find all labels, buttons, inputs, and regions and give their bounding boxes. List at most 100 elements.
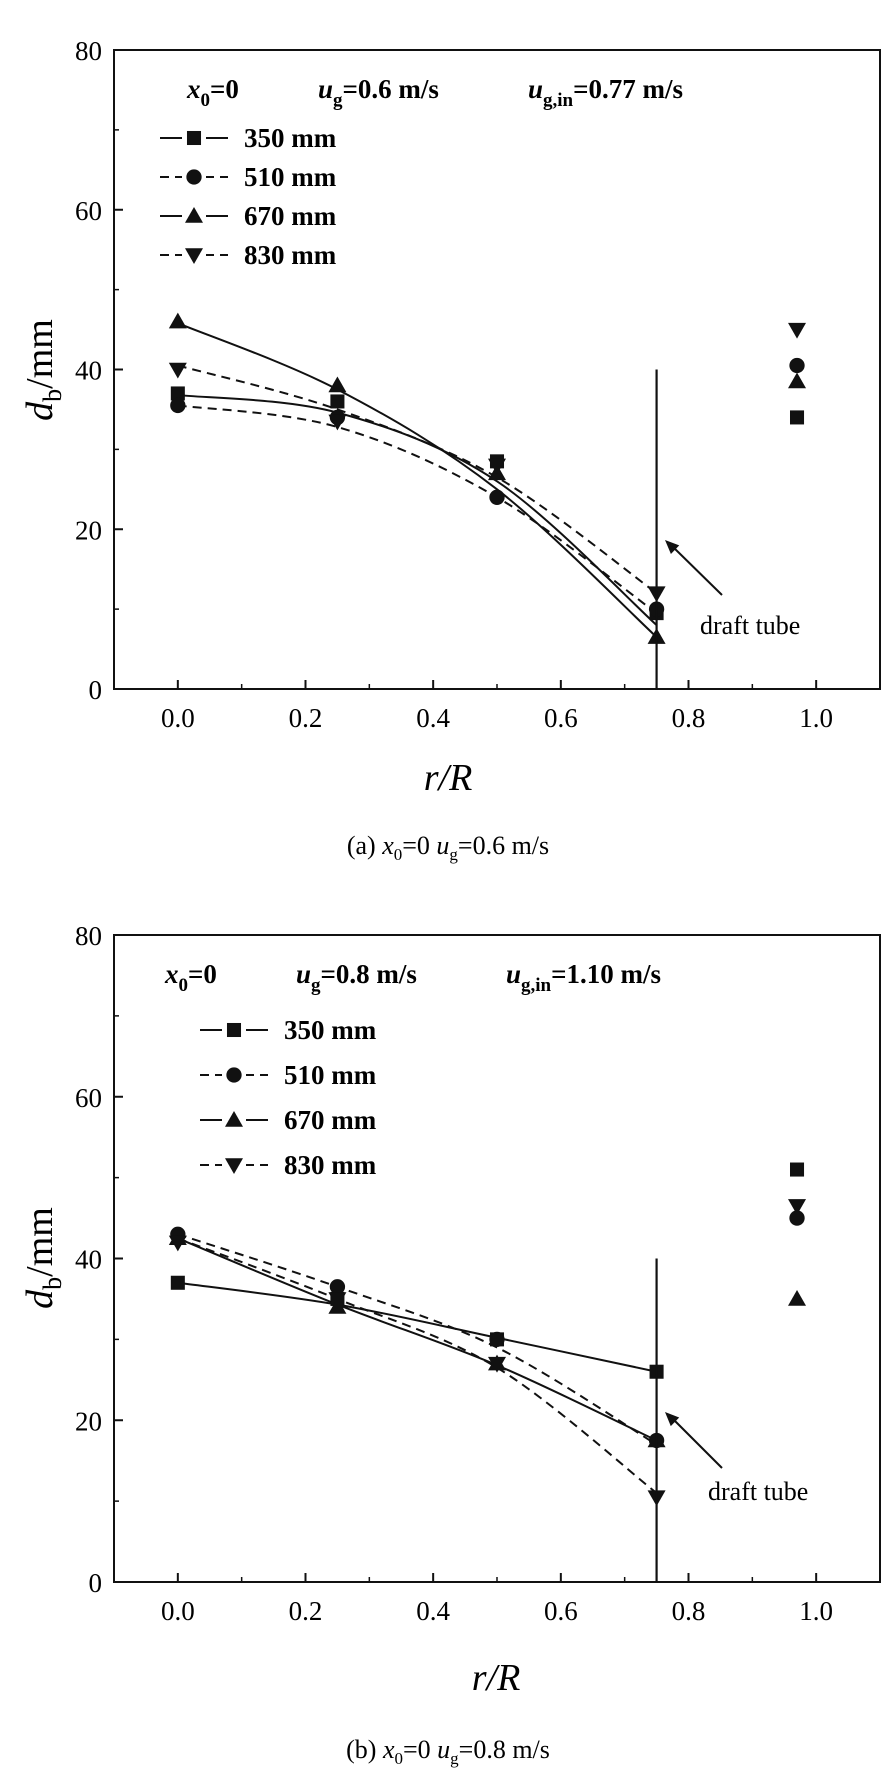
legend-marker: [225, 1158, 243, 1174]
x-tick-label: 0.8: [672, 703, 706, 733]
draft-tube-arrow-head: [665, 540, 680, 555]
draft-tube-b: draft tube: [655, 1258, 808, 1582]
legend-marker: [186, 169, 202, 185]
data-point-350-mm: [170, 1275, 185, 1290]
wall-point-350-mm: [789, 410, 805, 425]
wall-point-670-mm: [788, 372, 807, 389]
y-tick-label: 60: [75, 1083, 102, 1113]
y-tick-label: 20: [75, 1406, 102, 1436]
header-b-ug: ug=0.8 m/s: [296, 959, 417, 996]
data-point-510-mm: [489, 1331, 505, 1348]
data-point-350-mm: [170, 386, 185, 401]
legend-a: 350 mm 510 mm 670 mm 830 mm: [160, 123, 337, 270]
legend-label: 510 mm: [244, 162, 337, 192]
legend-label: 350 mm: [244, 123, 337, 153]
wall-point-510-mm: [789, 1210, 805, 1226]
legend-b: 350 mm 510 mm 670 mm 830 mm: [200, 1015, 377, 1180]
axis-ticks-b: 0.0 0.2 0.4 0.6 0.8 1.0 0 20 40 60 80: [75, 921, 881, 1626]
data-point-350-mm: [330, 394, 345, 409]
y-axis-label-a: db/mm: [19, 319, 67, 421]
header-b-ugin: ug,in=1.10 m/s: [506, 959, 661, 996]
caption-a: (a) x0=0 ug=0.6 m/s: [347, 831, 549, 864]
x-tick-label: 0.2: [289, 1596, 323, 1626]
x-tick-label: 0.6: [544, 703, 578, 733]
data-point-830-mm: [328, 1292, 347, 1308]
legend-label: 830 mm: [244, 240, 337, 270]
data-point-830-mm: [168, 1235, 187, 1252]
wall-point-350-mm: [789, 1162, 805, 1177]
draft-tube-arrow-head: [665, 1412, 680, 1427]
y-tick-label: 40: [75, 1245, 102, 1275]
legend-marker: [225, 1111, 243, 1127]
wall-point-830-mm: [788, 1199, 807, 1215]
fit-line-510-mm: [177, 1233, 658, 1446]
data-point-510-mm: [329, 1279, 346, 1295]
wall-point-510-mm: [789, 357, 805, 374]
data-point-830-mm: [488, 1356, 506, 1373]
legend-marker: [226, 1067, 242, 1083]
wall-point-670-mm: [788, 1289, 807, 1306]
x-tick-label: 0.2: [289, 703, 323, 733]
header-a-ug: ug=0.6 m/s: [318, 74, 439, 111]
plot-frame-a: [113, 49, 881, 690]
fit-line-510-mm: [177, 404, 658, 614]
data-point-670-mm: [328, 376, 347, 393]
header-a: x0=0: [186, 74, 239, 111]
legend-label: 670 mm: [244, 201, 337, 231]
legend-label: 350 mm: [284, 1015, 377, 1045]
draft-tube-a: draft tube: [655, 369, 800, 689]
fit-line-350-mm: [177, 394, 658, 626]
draft-tube-arrow: [670, 544, 723, 596]
legend-marker: [185, 207, 203, 223]
legend-marker: [185, 248, 203, 264]
panel-b: 0.0 0.2 0.4 0.6 0.8 1.0 0 20 40 60 80 draft tube 3…: [19, 921, 881, 1768]
axis-ticks-a: 0.0 0.2 0.4 0.6 0.8 1.0 0 20 40 60 80: [75, 36, 881, 733]
data-point-510-mm: [489, 489, 505, 505]
x-axis-label-b: r/R: [472, 1657, 521, 1699]
legend-marker: [186, 130, 202, 146]
draft-tube-label: draft tube: [700, 611, 800, 640]
header-a-x0: x: [186, 74, 201, 104]
data-point-510-mm: [170, 397, 186, 414]
data-marks-b: [168, 1162, 807, 1507]
x-tick-label: 1.0: [799, 703, 833, 733]
x-tick-label: 0.4: [416, 1596, 450, 1626]
wall-point-830-mm: [788, 322, 807, 339]
fit-line-350-mm: [177, 1281, 657, 1373]
y-tick-label: 80: [75, 36, 102, 66]
x-tick-label: 0.0: [161, 1596, 195, 1626]
fit-lines-b: [177, 1233, 658, 1494]
x-tick-label: 0.6: [544, 1596, 578, 1626]
data-point-830-mm: [328, 414, 347, 431]
y-tick-label: 0: [89, 675, 103, 705]
draft-tube-arrow: [670, 1416, 723, 1469]
legend-label: 510 mm: [284, 1060, 377, 1090]
y-axis-label-b: db/mm: [19, 1207, 67, 1309]
x-tick-label: 0.0: [161, 703, 195, 733]
fit-line-670-mm: [177, 322, 658, 638]
legend-marker: [226, 1022, 242, 1038]
x-tick-label: 1.0: [799, 1596, 833, 1626]
legend-label: 670 mm: [284, 1105, 377, 1135]
x-tick-label: 0.4: [416, 703, 450, 733]
draft-tube-label: draft tube: [708, 1477, 808, 1506]
panel-a: 0.0 0.2 0.4 0.6 0.8 1.0 0 20 40 60 80 draft tube 3…: [19, 36, 881, 864]
y-tick-label: 20: [75, 515, 102, 545]
data-point-670-mm: [168, 312, 187, 329]
fit-line-830-mm: [177, 364, 658, 594]
legend-label: 830 mm: [284, 1150, 377, 1180]
header-a-ugin: ug,in=0.77 m/s: [528, 74, 683, 111]
fit-lines-a: [177, 322, 658, 638]
data-point-830-mm: [168, 362, 187, 379]
y-tick-label: 40: [75, 356, 102, 386]
fit-line-830-mm: [177, 1237, 658, 1494]
header-b: x0=0: [164, 959, 217, 996]
x-axis-label-a: r/R: [424, 757, 473, 799]
data-point-830-mm: [488, 458, 506, 475]
x-tick-label: 0.8: [672, 1596, 706, 1626]
y-tick-label: 0: [89, 1568, 103, 1598]
y-tick-label: 80: [75, 921, 102, 951]
y-tick-label: 60: [75, 196, 102, 226]
data-marks-a: [168, 312, 807, 644]
